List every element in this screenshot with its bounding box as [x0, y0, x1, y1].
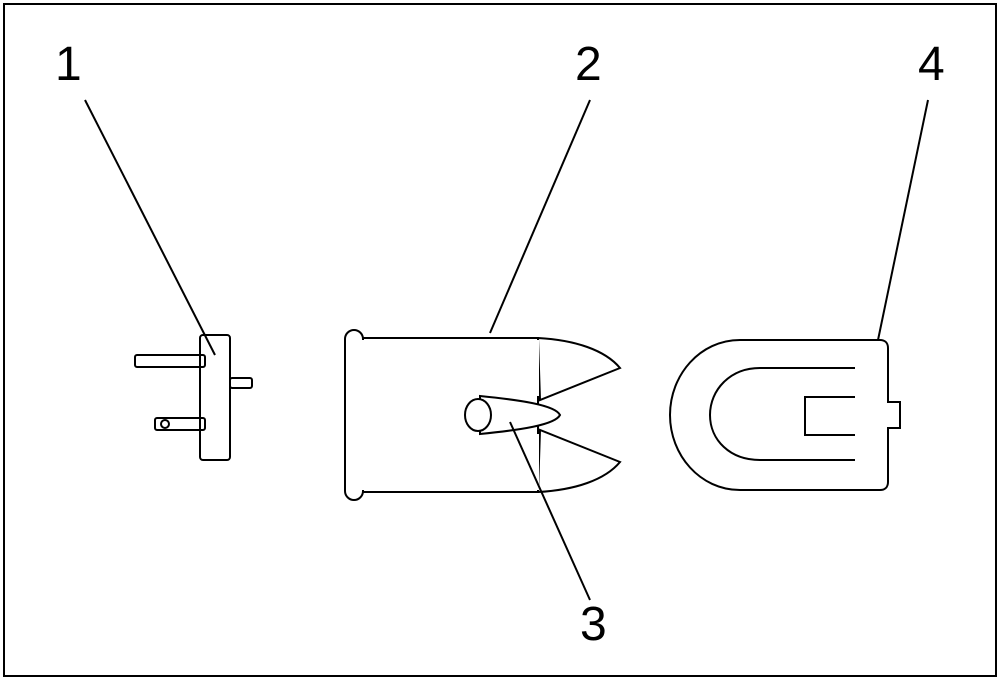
label-4: 4: [918, 38, 945, 91]
leader-1: [85, 100, 215, 355]
technical-diagram: 1 2 3 4: [0, 0, 1000, 680]
label-3: 3: [580, 598, 607, 651]
cap-outer: [670, 340, 900, 490]
socket-lower-tab: [538, 430, 620, 492]
socket-catch-knob: [465, 399, 491, 431]
part-cap: [670, 340, 900, 490]
part-plug: [135, 335, 252, 460]
part-socket: [345, 330, 620, 500]
leader-4: [878, 100, 928, 340]
plug-prong-hole: [161, 420, 169, 428]
plug-prong-top: [135, 355, 205, 367]
socket-flange: [345, 330, 363, 500]
label-2: 2: [575, 38, 602, 91]
socket-upper-tab: [538, 338, 620, 400]
plug-right-nub: [230, 378, 252, 388]
leader-2: [490, 100, 590, 333]
label-1: 1: [55, 38, 82, 91]
